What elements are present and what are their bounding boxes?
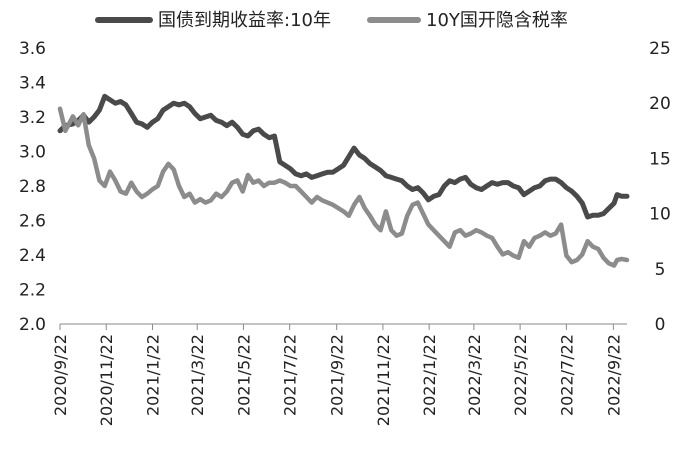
y-left-tick-label: 2.6 <box>19 212 46 232</box>
y-right-tick-label: 25 <box>649 39 671 59</box>
x-tick-label: 2022/9/22 <box>604 334 623 416</box>
y-left-tick-label: 2.8 <box>19 177 46 197</box>
y-left-tick-label: 3.4 <box>19 74 46 94</box>
plot-series <box>57 93 630 268</box>
y-axis-left: 2.0 2.2 2.4 2.6 2.8 3.0 3.2 3.4 3.6 <box>19 39 46 335</box>
y-left-tick-label: 2.0 <box>19 315 46 335</box>
legend: 国债到期收益率:10年 10Y国开隐含税率 <box>95 10 568 31</box>
x-tick-label: 2021/9/22 <box>328 334 347 416</box>
x-tick-label: 2021/1/22 <box>143 334 162 416</box>
x-tick-label: 2022/5/22 <box>511 334 530 416</box>
series-line-bond-yield <box>57 93 630 220</box>
x-tick-label: 2021/11/22 <box>374 334 393 426</box>
y-right-tick-label: 0 <box>655 315 666 335</box>
x-tick-label: 2022/1/22 <box>420 334 439 416</box>
x-tick-label: 2020/11/22 <box>97 334 116 426</box>
legend-label-implied-tax-rate: 10Y国开隐含税率 <box>426 10 568 31</box>
x-tick-label: 2020/9/22 <box>51 334 70 416</box>
x-tick-label: 2022/7/22 <box>557 334 576 416</box>
legend-label-bond-yield: 国债到期收益率:10年 <box>158 10 331 31</box>
y-left-tick-label: 3.2 <box>19 108 46 128</box>
y-axis-right: 0 5 10 15 20 25 <box>649 39 671 335</box>
y-left-tick-label: 2.4 <box>19 246 46 266</box>
y-right-tick-label: 5 <box>655 260 666 280</box>
y-left-tick-label: 3.0 <box>19 143 46 163</box>
x-tick-label: 2021/7/22 <box>281 334 300 416</box>
x-tick-label: 2021/5/22 <box>234 334 253 416</box>
x-axis: 2020/9/22 2020/11/22 2021/1/22 2021/3/22 202… <box>51 323 627 426</box>
x-tick-label: 2021/3/22 <box>188 334 207 416</box>
y-right-tick-label: 20 <box>649 94 671 114</box>
x-tick-label: 2022/3/22 <box>465 334 484 416</box>
y-right-tick-label: 10 <box>649 205 671 225</box>
y-left-tick-label: 2.2 <box>19 281 46 301</box>
y-right-tick-label: 15 <box>649 149 671 169</box>
series-line-implied-tax-rate <box>57 106 630 268</box>
y-left-tick-label: 3.6 <box>19 39 46 59</box>
